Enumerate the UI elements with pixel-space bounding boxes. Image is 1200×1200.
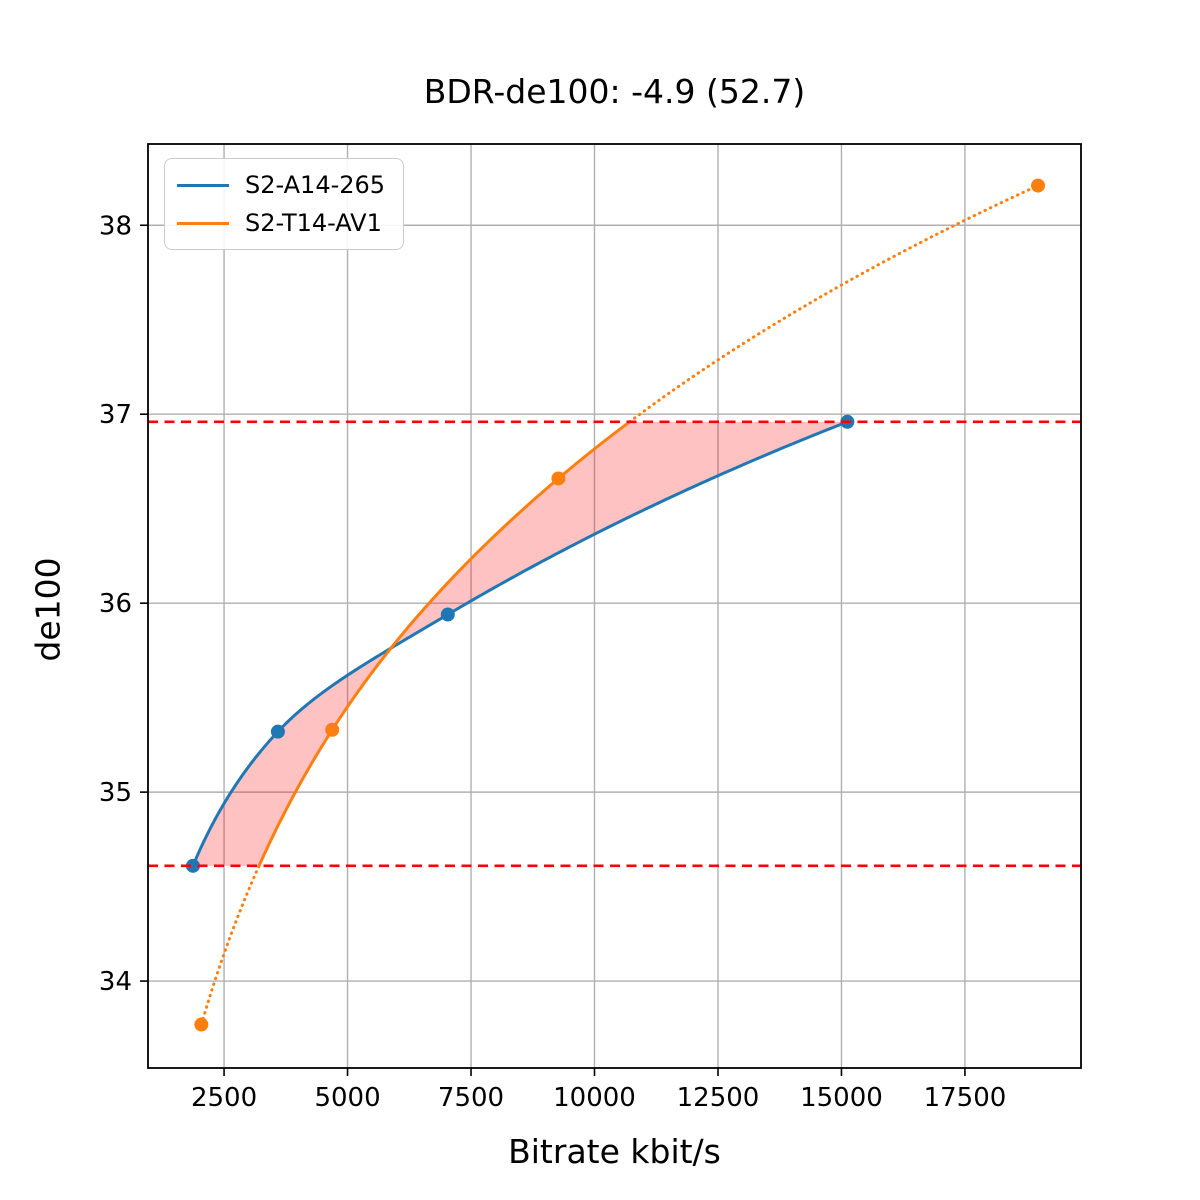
chart-title: BDR-de100: -4.9 (52.7) [423,72,806,111]
svg-text:7500: 7500 [438,1083,504,1113]
y-tick-labels: 34 35 36 37 38 [99,211,132,997]
svg-text:17500: 17500 [924,1083,1007,1113]
series-0-curve [191,420,848,867]
svg-text:15000: 15000 [800,1083,883,1113]
svg-text:34: 34 [99,967,132,997]
legend: S2-A14-265 S2-T14-AV1 [164,158,405,250]
legend-label-series-1: S2-T14-AV1 [245,209,382,237]
series-1-curve-dotted-low [199,864,261,1027]
svg-text:38: 38 [99,211,132,241]
series-1-curve-solid [257,420,631,867]
legend-item-series-1: S2-T14-AV1 [177,209,385,237]
legend-line-swatch-orange [177,221,229,225]
bd-overlap-fill [192,421,848,866]
x-axis-label: Bitrate kbit/s [508,1132,721,1171]
svg-text:12500: 12500 [677,1083,760,1113]
series-1-markers [194,178,1046,1032]
legend-item-series-0: S2-A14-265 [177,171,385,199]
svg-text:10000: 10000 [553,1083,636,1113]
x-tick-labels: 2500 5000 7500 10000 12500 15000 17500 [191,1083,1006,1113]
y-axis-label: de100 [28,557,68,662]
series-1-curve-dotted-high [628,184,1040,424]
svg-text:36: 36 [99,589,132,619]
legend-line-swatch-blue [177,183,229,187]
svg-text:37: 37 [99,400,132,430]
svg-text:5000: 5000 [314,1083,380,1113]
overlap-interval-lines [148,420,1081,868]
svg-text:2500: 2500 [191,1083,257,1113]
axis-ticks [140,224,966,1076]
plot-border [147,143,1082,1069]
gridlines [148,144,1081,1068]
legend-label-series-0: S2-A14-265 [245,171,386,199]
svg-text:35: 35 [99,778,132,808]
